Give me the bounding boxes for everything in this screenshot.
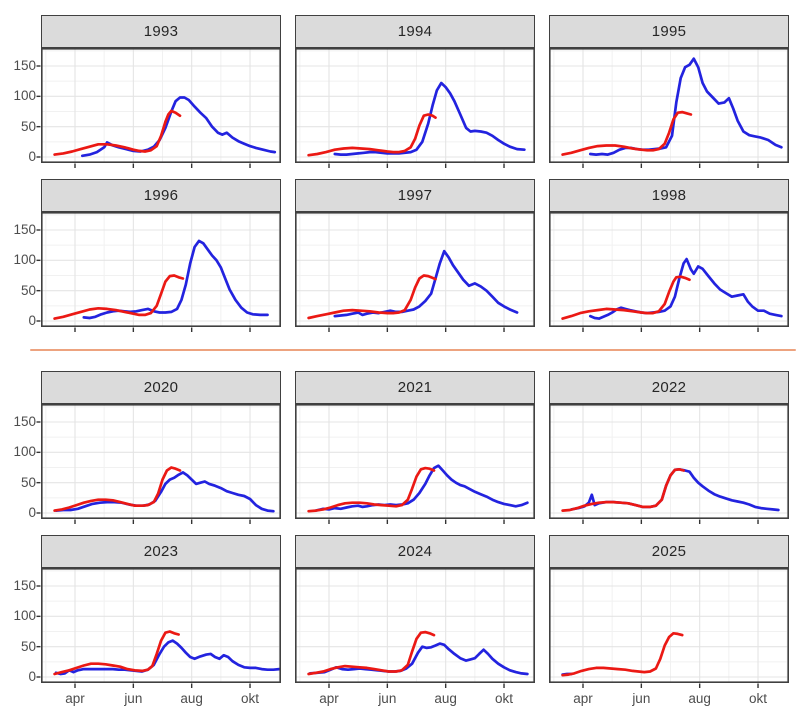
y-tick-label: 100 <box>13 608 36 624</box>
blue-series-line <box>333 81 526 156</box>
facet-year-label: 1996 <box>143 187 179 204</box>
facet-1997: 1997 <box>295 179 535 332</box>
facet-panel <box>36 568 281 688</box>
red-series-line <box>53 109 182 156</box>
x-tick-label: aug <box>434 691 457 706</box>
x-tick-label: okt <box>241 691 260 706</box>
blue-series-line <box>569 467 780 512</box>
facet-2024: 2024 <box>295 535 535 688</box>
blue-series-line <box>333 249 519 318</box>
y-tick-label: 0 <box>28 313 36 328</box>
facet-year-label: 2020 <box>143 379 179 396</box>
facet-2020: 2020 <box>36 371 281 524</box>
section-divider <box>30 349 796 351</box>
facet-2023: 2023 <box>36 535 281 688</box>
y-tick-label: 150 <box>13 577 36 593</box>
red-series-line <box>561 275 691 320</box>
y-tick-label: 100 <box>13 444 36 460</box>
facet-1994: 1994 <box>295 15 535 168</box>
facet-2025: 2025 <box>549 535 789 688</box>
facet-strip: 2025 <box>549 535 789 568</box>
facet-panel <box>36 48 281 168</box>
x-tick-label: jun <box>378 691 397 706</box>
facet-year-label: 1998 <box>651 187 687 204</box>
facet-strip: 2024 <box>295 535 535 568</box>
facet-panel <box>549 48 789 168</box>
y-tick-label: 100 <box>13 88 36 104</box>
y-tick-label: 50 <box>20 474 36 490</box>
facet-year-label: 2025 <box>651 543 687 560</box>
x-tick-label: aug <box>688 691 711 706</box>
facet-1993: 1993 <box>36 15 281 168</box>
y-tick-label: 0 <box>28 505 36 520</box>
red-series-line <box>561 467 685 512</box>
blue-series-line <box>588 57 783 156</box>
y-tick-label: 50 <box>20 118 36 134</box>
y-tick-label: 100 <box>13 252 36 268</box>
x-tick-label: apr <box>65 691 85 706</box>
y-tick-label: 0 <box>28 149 36 164</box>
facet-1995: 1995 <box>549 15 789 168</box>
red-series-line <box>53 630 180 676</box>
facet-year-label: 2021 <box>397 379 433 396</box>
facet-strip: 1995 <box>549 15 789 48</box>
facet-strip: 1996 <box>41 179 281 212</box>
facet-panel <box>549 212 789 332</box>
red-series-line <box>53 466 182 512</box>
x-tick-label: aug <box>180 691 203 706</box>
blue-series-line <box>314 464 529 512</box>
facet-year-label: 2024 <box>397 543 433 560</box>
facet-strip: 2020 <box>41 371 281 404</box>
facet-panel <box>549 404 789 524</box>
red-series-line <box>561 110 693 156</box>
red-series-line <box>307 113 437 157</box>
facet-year-label: 1997 <box>397 187 433 204</box>
x-tick-label: okt <box>495 691 514 706</box>
facet-panel <box>295 48 535 168</box>
facet-panel <box>295 212 535 332</box>
facet-strip: 1997 <box>295 179 535 212</box>
facet-1998: 1998 <box>549 179 789 332</box>
x-tick-label: apr <box>319 691 339 706</box>
blue-series-line <box>54 639 281 676</box>
facet-year-label: 1993 <box>143 23 179 40</box>
facet-strip: 2021 <box>295 371 535 404</box>
facet-panel <box>295 404 535 524</box>
y-tick-label: 150 <box>13 221 36 237</box>
red-series-line <box>307 274 437 320</box>
facet-2022: 2022 <box>549 371 789 524</box>
blue-series-line <box>82 239 269 320</box>
facet-panel <box>295 568 535 688</box>
facet-strip: 2022 <box>549 371 789 404</box>
red-series-line <box>561 631 684 677</box>
facet-year-label: 1995 <box>651 23 687 40</box>
x-tick-label: okt <box>749 691 768 706</box>
facet-year-label: 2023 <box>143 543 179 560</box>
facet-year-label: 2022 <box>651 379 687 396</box>
y-tick-label: 0 <box>28 669 36 684</box>
facet-2021: 2021 <box>295 371 535 524</box>
y-tick-label: 150 <box>13 57 36 73</box>
facet-panel <box>549 568 789 688</box>
facet-strip: 1994 <box>295 15 535 48</box>
facet-strip: 1993 <box>41 15 281 48</box>
x-tick-label: jun <box>124 691 143 706</box>
x-tick-label: apr <box>573 691 593 706</box>
blue-series-line <box>54 471 275 513</box>
y-tick-label: 50 <box>20 282 36 298</box>
facet-1996: 1996 <box>36 179 281 332</box>
facet-year-label: 1994 <box>397 23 433 40</box>
y-tick-label: 150 <box>13 413 36 429</box>
red-series-line <box>307 466 436 513</box>
facet-strip: 1998 <box>549 179 789 212</box>
facet-panel <box>36 404 281 524</box>
blue-series-line <box>308 642 529 676</box>
facet-panel <box>36 212 281 332</box>
x-tick-label: jun <box>632 691 651 706</box>
red-series-line <box>53 274 185 320</box>
facet-strip: 2023 <box>41 535 281 568</box>
y-tick-label: 50 <box>20 638 36 654</box>
red-series-line <box>307 630 436 676</box>
